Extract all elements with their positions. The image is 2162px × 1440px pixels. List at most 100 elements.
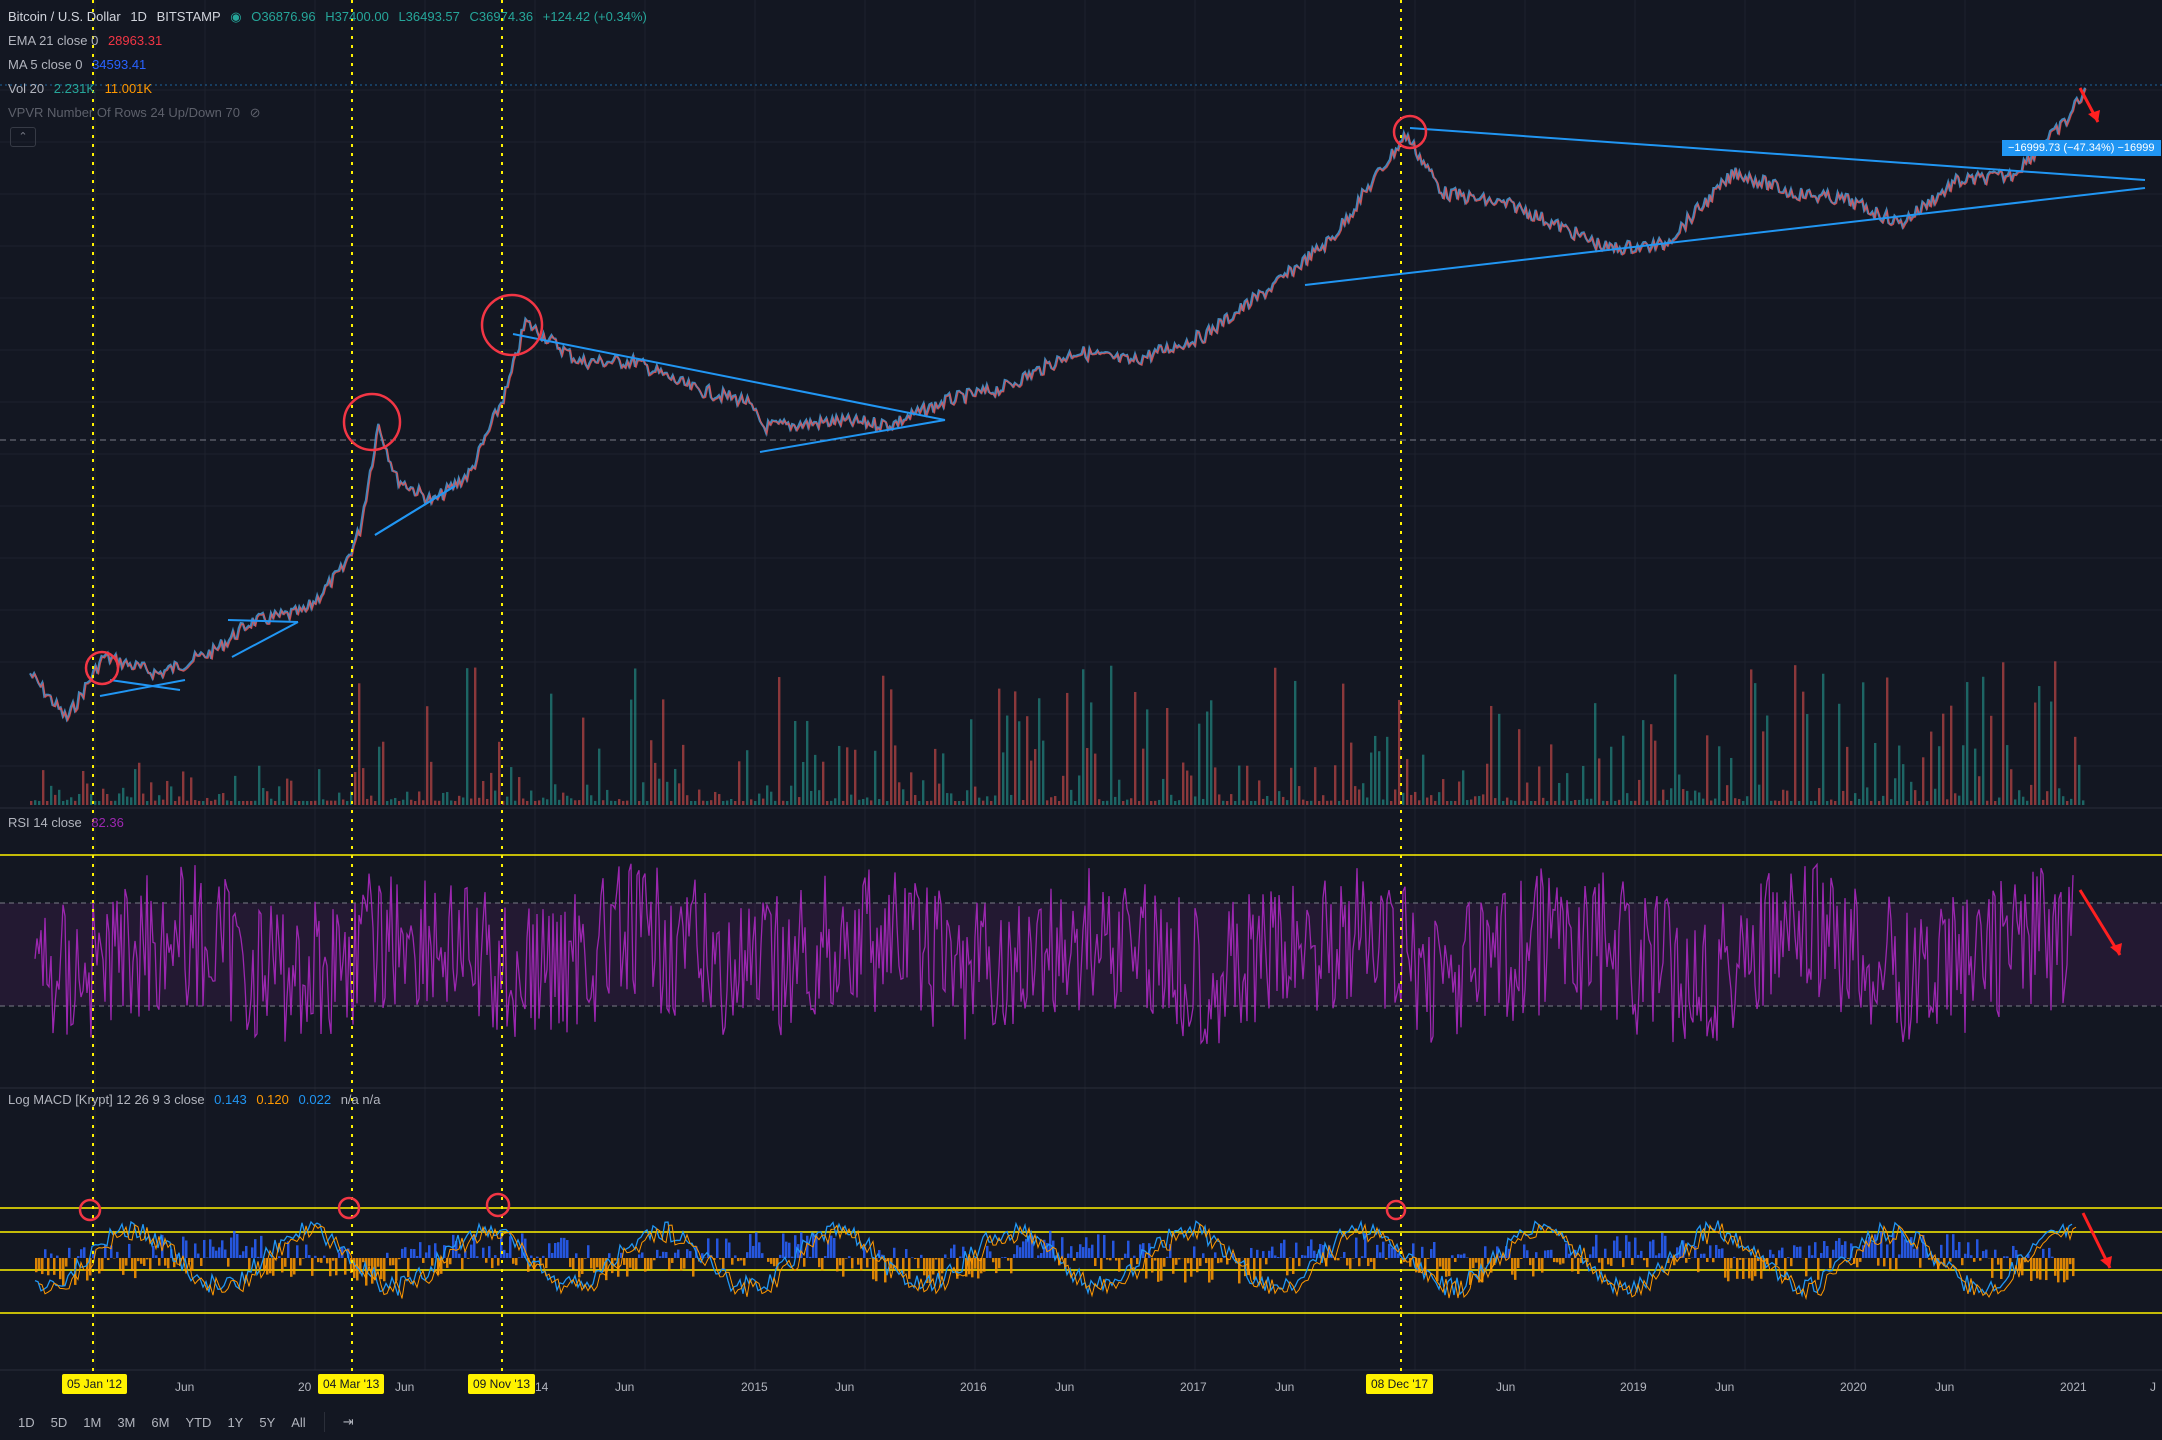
symbol-name[interactable]: Bitcoin / U.S. Dollar xyxy=(8,9,121,24)
ema-value: 28963.31 xyxy=(107,33,163,48)
volume-bar xyxy=(1810,800,1813,805)
macd-histogram-bar xyxy=(458,1253,461,1258)
macd-histogram-bar xyxy=(1700,1253,1703,1258)
tf-5d-button[interactable]: 5D xyxy=(50,1414,68,1430)
macd-histogram-bar xyxy=(1337,1258,1340,1261)
volume-bar xyxy=(1206,711,1209,805)
macd-histogram-bar xyxy=(182,1236,185,1258)
rsi-legend[interactable]: RSI 14 close 82.36 xyxy=(8,815,124,830)
macd-histogram-bar xyxy=(404,1247,407,1258)
volume-bar xyxy=(438,800,441,805)
volume-bar xyxy=(1102,800,1105,805)
macd-histogram-bar xyxy=(608,1253,611,1258)
macd-histogram-bar xyxy=(1772,1254,1775,1258)
volume-bar xyxy=(610,800,613,805)
macd-histogram-bar xyxy=(497,1258,500,1266)
macd-histogram-bar xyxy=(995,1258,998,1274)
macd-histogram-bar xyxy=(278,1256,281,1258)
volume-bar xyxy=(218,794,221,805)
volume-bar xyxy=(2026,800,2029,805)
macd-histogram-bar xyxy=(1193,1246,1196,1258)
macd-histogram-bar xyxy=(869,1258,872,1259)
macd-histogram-bar xyxy=(848,1256,851,1258)
volume-bar xyxy=(1710,800,1713,805)
volume-bar xyxy=(1326,800,1329,805)
macd-histogram-bar xyxy=(767,1258,770,1262)
macd-histogram-bar xyxy=(1409,1258,1412,1267)
volume-bar xyxy=(602,800,605,805)
macd-histogram-bar xyxy=(488,1246,491,1258)
volume-bar xyxy=(1462,770,1465,805)
macd-histogram-bar xyxy=(1385,1258,1388,1260)
volume-bar xyxy=(1610,746,1613,805)
macd-histogram-bar xyxy=(323,1255,326,1258)
date-tag: 05 Jan '12 xyxy=(62,1374,128,1394)
macd-histogram-bar xyxy=(2009,1258,2012,1271)
go-to-date-icon[interactable]: ⇥ xyxy=(342,1414,354,1429)
hidden-eye-icon[interactable]: ⊘ xyxy=(249,105,261,120)
volume-bar xyxy=(2054,661,2057,805)
macd-histogram-bar xyxy=(260,1235,263,1258)
trendline xyxy=(231,621,299,658)
volume-bar xyxy=(670,800,673,805)
macd-histogram-bar xyxy=(1505,1246,1508,1258)
macd-histogram-bar xyxy=(338,1252,341,1258)
macd-histogram-bar xyxy=(1892,1233,1895,1258)
volume-bar xyxy=(938,783,941,805)
collapse-legend-button[interactable]: ⌃ xyxy=(10,127,36,147)
volume-bar xyxy=(998,688,1001,805)
vpvr-legend[interactable]: VPVR Number Of Rows 24 Up/Down 70 ⊘ xyxy=(8,104,266,122)
volume-bar xyxy=(1042,740,1045,805)
macd-histogram-bar xyxy=(1877,1258,1880,1266)
tf-ytd-button[interactable]: YTD xyxy=(185,1414,212,1430)
macd-histogram-bar xyxy=(1727,1258,1730,1282)
volume-bar xyxy=(50,785,53,805)
macd-histogram-bar xyxy=(1808,1245,1811,1258)
macd-histogram-bar xyxy=(866,1258,869,1268)
macd-histogram-bar xyxy=(635,1258,638,1270)
volume-bar xyxy=(1182,762,1185,805)
macd-histogram-bar xyxy=(2069,1258,2072,1265)
tf-5y-button[interactable]: 5Y xyxy=(259,1414,276,1430)
macd-histogram-bar xyxy=(1529,1258,1532,1266)
macd-histogram-bar xyxy=(353,1258,356,1279)
macd-histogram-bar xyxy=(125,1258,128,1266)
interval-label[interactable]: 1D xyxy=(130,9,147,24)
macd-histogram-bar xyxy=(485,1258,488,1263)
macd-legend[interactable]: Log MACD [Krypt] 12 26 9 3 close 0.143 0… xyxy=(8,1092,380,1107)
macd-histogram-bar xyxy=(665,1252,668,1258)
tf-1d-button[interactable]: 1D xyxy=(18,1414,35,1430)
macd-histogram-bar xyxy=(1304,1255,1307,1258)
tf-1y-button[interactable]: 1Y xyxy=(227,1414,244,1430)
tf-3m-button[interactable]: 3M xyxy=(117,1414,136,1430)
macd-histogram-bar xyxy=(1259,1258,1262,1281)
macd-histogram-bar xyxy=(1904,1239,1907,1258)
tf-1m-button[interactable]: 1M xyxy=(83,1414,102,1430)
macd-histogram-bar xyxy=(1340,1257,1343,1258)
volume-bar xyxy=(1346,799,1349,805)
vol-legend[interactable]: Vol 20 2.231K 11.001K xyxy=(8,80,158,98)
volume-bar xyxy=(450,800,453,805)
macd-histogram-bar xyxy=(803,1258,806,1267)
tf-all-button[interactable]: All xyxy=(291,1414,306,1430)
macd-histogram-bar xyxy=(395,1258,398,1281)
ema-legend[interactable]: EMA 21 close 0 28963.31 xyxy=(8,32,168,50)
ma-legend[interactable]: MA 5 close 0 34593.41 xyxy=(8,56,152,74)
macd-histogram-bar xyxy=(1895,1258,1898,1271)
tf-6m-button[interactable]: 6M xyxy=(151,1414,170,1430)
macd-histogram-bar xyxy=(1022,1241,1025,1258)
volume-bar xyxy=(254,800,257,805)
macd-histogram-bar xyxy=(692,1258,695,1277)
macd-histogram-bar xyxy=(1880,1231,1883,1258)
macd-histogram-bar xyxy=(1751,1258,1754,1281)
volume-bar xyxy=(1934,788,1937,805)
macd-histogram-bar xyxy=(2015,1250,2018,1258)
volume-bar xyxy=(774,800,777,805)
volume-bar xyxy=(1666,799,1669,805)
macd-histogram-bar xyxy=(1301,1254,1304,1258)
volume-bar xyxy=(1242,800,1245,805)
volume-bar xyxy=(1058,800,1061,805)
macd-histogram-bar xyxy=(2018,1258,2021,1271)
macd-histogram-bar xyxy=(926,1258,929,1284)
